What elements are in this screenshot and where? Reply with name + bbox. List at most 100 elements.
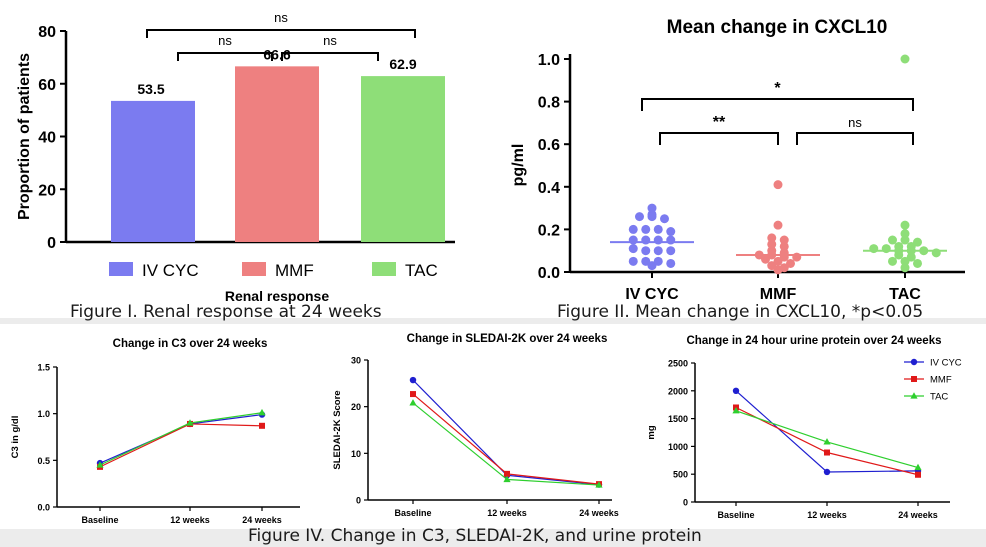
- c3-y-tick-label: 0.0: [37, 503, 50, 513]
- c3-y-tick-label: 1.5: [37, 363, 50, 373]
- cxcl10-y-tick-label: 0.6: [538, 137, 560, 154]
- cxcl10-data-point: [773, 180, 783, 190]
- c3-x-tick-label: 24 weeks: [242, 515, 282, 525]
- line-marker-triangle: [823, 438, 831, 445]
- urine-x-tick-label: Baseline: [717, 510, 754, 520]
- cxcl10-significance-label: ns: [848, 115, 862, 130]
- sledai-y-tick-label: 20: [351, 402, 361, 412]
- cxcl10-data-point: [647, 209, 657, 219]
- urine-y-tick-label: 500: [673, 470, 688, 480]
- line-marker-triangle: [96, 461, 104, 468]
- cxcl10-y-tick-label: 0.2: [538, 222, 560, 239]
- cxcl10-data-point: [653, 235, 663, 245]
- cxcl10-data-point: [666, 258, 676, 268]
- c3-y-tick-label: 1.0: [37, 409, 50, 419]
- urine-y-tick-label: 0: [683, 498, 688, 508]
- renal-significance-label: ns: [218, 33, 232, 48]
- cxcl10-data-point: [628, 244, 638, 254]
- renal-y-tick-label: 60: [38, 77, 56, 94]
- renal-y-tick-label: 40: [38, 130, 56, 147]
- sledai-chart-title: Change in SLEDAI-2K over 24 weeks: [407, 333, 608, 345]
- cxcl10-data-point: [635, 212, 644, 222]
- line-marker-square: [911, 376, 917, 382]
- renal-legend-swatch: [372, 262, 396, 276]
- renal-bar-value-label: 53.5: [137, 81, 164, 97]
- line-marker-square: [504, 470, 510, 477]
- sledai-y-tick-label: 30: [351, 356, 361, 366]
- cxcl10-data-point: [779, 241, 789, 251]
- sledai-x-tick-label: 12 weeks: [487, 508, 527, 518]
- urine-y-tick-label: 2000: [668, 386, 688, 396]
- renal-y-tick-label: 80: [38, 24, 56, 41]
- c3-x-tick-label: Baseline: [81, 515, 118, 525]
- cxcl10-data-point: [792, 252, 802, 262]
- bottom-divider-band: [0, 529, 986, 547]
- cxcl10-data-point: [900, 220, 910, 230]
- renal-bar-value-label: 66.6: [263, 46, 290, 62]
- cxcl10-data-point: [900, 54, 910, 64]
- cxcl10-data-point: [779, 235, 789, 245]
- cxcl10-data-point: [900, 235, 910, 245]
- cxcl10-data-point: [666, 227, 676, 237]
- cxcl10-data-point: [888, 256, 897, 266]
- c3-series-line: [99, 412, 263, 466]
- sledai-y-axis-label: SLEDAI-2K Score: [332, 390, 343, 469]
- sledai-y-tick-label: 10: [351, 449, 361, 459]
- cxcl10-data-point: [767, 239, 777, 249]
- cxcl10-data-point: [900, 229, 910, 239]
- urine-y-tick-label: 1500: [668, 414, 688, 424]
- cxcl10-data-point: [786, 258, 795, 268]
- cxcl10-data-point: [666, 246, 676, 256]
- urine-y-tick-label: 2500: [668, 359, 688, 369]
- cxcl10-chart-title: Mean change in CXCL10: [667, 17, 888, 38]
- c3-series-line: [99, 423, 263, 468]
- cxcl10-data-point: [931, 248, 941, 258]
- line-marker-triangle: [910, 392, 918, 399]
- line-marker-triangle: [595, 481, 603, 488]
- cxcl10-y-axis-label: pg/ml: [510, 144, 527, 187]
- line-marker-square: [915, 471, 921, 478]
- cxcl10-data-point: [767, 233, 777, 243]
- cxcl10-data-point: [641, 246, 651, 256]
- line-marker-triangle: [914, 463, 922, 471]
- line-marker-triangle: [186, 419, 194, 426]
- cxcl10-data-point: [641, 256, 651, 266]
- cxcl10-data-point: [869, 244, 879, 254]
- cxcl10-data-point: [881, 244, 891, 254]
- renal-legend-label: IV CYC: [142, 261, 199, 280]
- cxcl10-y-tick-label: 0.8: [538, 95, 560, 112]
- cxcl10-data-point: [653, 246, 663, 256]
- cxcl10-data-point: [900, 263, 910, 273]
- c3-x-tick-label: 12 weeks: [170, 515, 210, 525]
- top-divider-band: [0, 318, 986, 324]
- figure-2-caption: Figure II. Mean change in CXCL10, *p<0.0…: [557, 302, 924, 322]
- urine-legend-label: IV CYC: [930, 358, 962, 369]
- cxcl10-data-point: [913, 258, 922, 268]
- figure-1-caption: Figure I. Renal response at 24 weeks: [70, 302, 382, 322]
- sledai-x-tick-label: Baseline: [394, 508, 431, 518]
- line-marker-triangle: [732, 407, 740, 414]
- cxcl10-data-point: [641, 235, 651, 245]
- cxcl10-data-point: [767, 246, 777, 256]
- renal-significance-bracket: [281, 52, 379, 61]
- cxcl10-data-point: [773, 220, 783, 230]
- cxcl10-significance-bracket: [641, 98, 914, 111]
- cxcl10-data-point: [628, 256, 638, 266]
- line-marker-circle: [823, 468, 831, 476]
- sledai-x-tick-label: 24 weeks: [579, 508, 619, 518]
- cxcl10-data-point: [653, 224, 663, 234]
- renal-significance-label: ns: [274, 10, 288, 25]
- cxcl10-data-point: [888, 235, 897, 245]
- cxcl10-significance-bracket: [659, 132, 779, 145]
- cxcl10-data-point: [628, 235, 638, 245]
- urine-chart-title: Change in 24 hour urine protein over 24 …: [687, 335, 942, 347]
- cxcl10-significance-label: *: [774, 80, 781, 97]
- renal-bar: [111, 100, 195, 242]
- urine-y-tick-label: 1000: [668, 442, 688, 452]
- renal-legend-swatch: [109, 262, 133, 276]
- sledai-y-tick-label: 0: [356, 496, 361, 506]
- c3-y-axis-label: C3 in g/dl: [10, 416, 21, 459]
- renal-significance-bracket: [177, 52, 273, 61]
- cxcl10-significance-bracket: [796, 132, 914, 145]
- line-marker-triangle: [503, 475, 511, 483]
